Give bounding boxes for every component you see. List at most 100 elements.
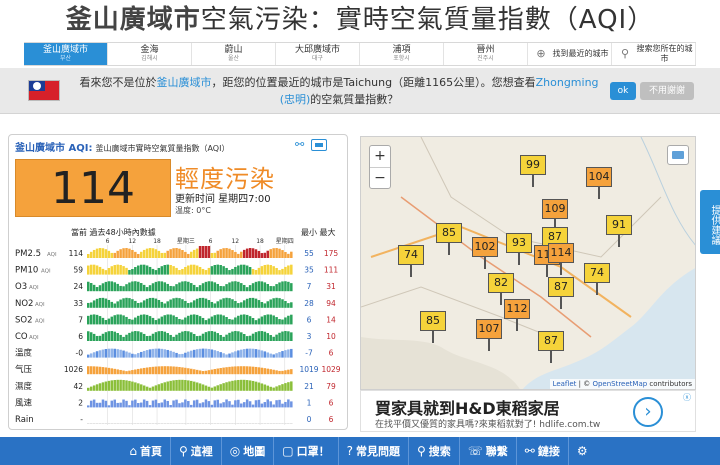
ok-button[interactable]: ok: [610, 82, 636, 100]
station-marker[interactable]: 93: [506, 233, 532, 265]
ad-close-icon[interactable]: ⓧ: [683, 393, 691, 402]
history-bar: [254, 320, 258, 325]
station-marker[interactable]: 87: [538, 331, 564, 363]
history-bar: [216, 368, 219, 375]
aqi-map[interactable]: + − 99 104 109 91 85 87 74 102 93 114 114 82 87 74 85 1…: [360, 136, 696, 390]
history-bar: [269, 401, 272, 408]
history-bar: [87, 423, 90, 424]
station-marker[interactable]: 74: [398, 245, 424, 277]
nav-home[interactable]: ⌂ 首頁: [121, 437, 171, 465]
history-bar: [245, 423, 249, 424]
history-bar: [134, 251, 137, 258]
search-icon: ⚲: [416, 444, 426, 458]
ad-title[interactable]: 買家具就到H&D東稻家居: [375, 399, 560, 418]
feedback-tab[interactable]: 提供建議: [700, 190, 720, 254]
layers-icon[interactable]: [667, 145, 689, 165]
ad-banner[interactable]: 買家具就到H&D東稻家居 在找平價又優質的家具嗎?來東稻就對了! hdlife.…: [360, 390, 696, 432]
alt-city-link[interactable]: Zhongming: [535, 76, 599, 89]
zoom-out-button[interactable]: −: [374, 170, 386, 186]
history-bar: [113, 315, 116, 325]
find-nearest-city-button[interactable]: ⊕ 找到最近的城市: [528, 43, 612, 65]
history-bar: [228, 319, 231, 325]
nav-search[interactable]: ⚲ 搜索: [409, 437, 460, 465]
station-marker[interactable]: 104: [586, 167, 612, 199]
history-bar: [119, 349, 122, 358]
nav-map[interactable]: ◎ 地圖: [222, 437, 275, 465]
city-tab-busan[interactable]: 釜山廣域市 부산: [24, 43, 108, 65]
history-bar: [254, 349, 258, 358]
history-bar: [128, 352, 131, 358]
history-bar: [284, 281, 287, 292]
station-marker[interactable]: 114: [548, 243, 574, 275]
history-bar: [172, 298, 175, 308]
city-tab-gimhae[interactable]: 金海 김해시: [108, 43, 192, 65]
leaflet-link[interactable]: Leaflet: [552, 380, 577, 388]
station-marker[interactable]: 85: [436, 223, 462, 255]
history-bar: [172, 315, 175, 325]
station-marker[interactable]: 112: [504, 299, 530, 331]
history-bar: [113, 399, 116, 408]
station-marker[interactable]: 102: [472, 237, 498, 269]
current-city-link[interactable]: 釜山廣域市: [156, 76, 212, 89]
nav-here[interactable]: ⚲ 這裡: [171, 437, 222, 465]
station-marker[interactable]: 82: [488, 273, 514, 305]
history-bar: [187, 401, 190, 408]
history-bar: [139, 368, 143, 375]
history-bar: [190, 251, 193, 258]
history-bar: [151, 348, 155, 358]
history-bar: [257, 267, 261, 275]
station-marker[interactable]: 74: [584, 263, 610, 295]
history-bar: [251, 248, 255, 258]
history-bar: [207, 318, 211, 325]
history-bar: [275, 267, 278, 275]
station-marker[interactable]: 85: [420, 311, 446, 343]
history-bar: [151, 333, 155, 341]
page-title-rest: 空氣污染：實時空氣質量指數（AQI）: [200, 5, 655, 35]
tick-label: 12: [128, 238, 136, 245]
row-max-value: 79: [326, 382, 336, 391]
station-marker[interactable]: 87: [548, 277, 574, 309]
station-marker[interactable]: 91: [606, 215, 632, 247]
history-bar: [172, 400, 175, 408]
history-bar: [160, 423, 164, 424]
share-icon[interactable]: ⚯: [295, 138, 305, 151]
history-bar: [240, 332, 243, 341]
zoom-in-button[interactable]: +: [370, 146, 390, 168]
row-min-value: 35: [304, 266, 314, 275]
history-bar: [89, 386, 93, 391]
row-label: PM10: [15, 266, 38, 276]
history-bar: [142, 284, 146, 292]
history-bar: [95, 351, 99, 358]
history-bar: [225, 367, 228, 375]
search-city-button[interactable]: ⚲ 搜索您所在的城市: [612, 43, 696, 65]
alt-city-link-zh[interactable]: (忠明): [279, 93, 311, 106]
osm-link[interactable]: OpenStreetMap: [592, 380, 648, 388]
nav-settings[interactable]: ⚙: [569, 437, 599, 465]
station-marker[interactable]: 107: [476, 319, 502, 351]
no-thanks-button[interactable]: 不用謝謝: [640, 82, 694, 100]
nav-faq[interactable]: ? 常見問題: [339, 437, 409, 465]
city-tab-pohang[interactable]: 浦項 포항시: [360, 43, 444, 65]
history-bar: [128, 298, 131, 308]
history-bar: [134, 331, 137, 341]
ad-arrow-button[interactable]: ›: [633, 397, 663, 427]
nav-contact[interactable]: ☏ 聯繫: [460, 437, 517, 465]
history-bar: [95, 298, 99, 308]
station-marker[interactable]: 99: [520, 155, 546, 187]
city-tab-ulsan[interactable]: 蔚山 울산: [192, 43, 276, 65]
station-marker[interactable]: 109: [542, 199, 568, 231]
history-bar: [139, 264, 143, 275]
city-tab-jinju[interactable]: 晉州 진주시: [444, 43, 528, 65]
history-bar: [95, 287, 99, 292]
nav-mask[interactable]: ▢ 口罩！: [274, 437, 339, 465]
history-bar: [101, 349, 105, 358]
nav-links[interactable]: ⚯ 鏈接: [517, 437, 569, 465]
tick-label: 6: [106, 238, 110, 245]
history-bar: [195, 369, 199, 375]
widget-icon[interactable]: [311, 139, 327, 151]
history-bar: [166, 333, 169, 341]
history-bar: [254, 270, 258, 275]
history-bar: [260, 331, 264, 341]
tick-label: 18: [256, 238, 264, 245]
city-tab-daegu[interactable]: 大邱廣域市 대구: [276, 43, 360, 65]
